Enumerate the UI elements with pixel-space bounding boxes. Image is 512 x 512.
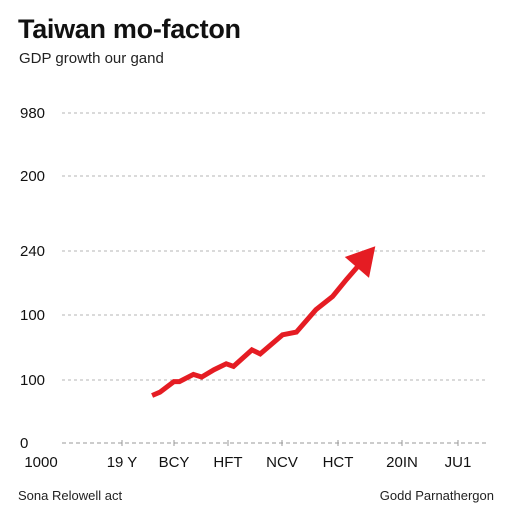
- x-tick-label: 20IN: [386, 454, 418, 471]
- series-layer: [151, 246, 376, 398]
- x-tick-label: HCT: [323, 454, 354, 471]
- series-line: [151, 255, 368, 398]
- x-tick-label: JU1: [445, 454, 472, 471]
- y-tick-label: 240: [20, 243, 45, 260]
- x-tick-label: 19 Y: [107, 454, 138, 471]
- x-tick-label: 1000: [24, 454, 57, 471]
- chart-title: Taiwan mo-facton: [18, 14, 241, 44]
- x-tick-label: HFT: [213, 454, 242, 471]
- y-axis-ticks: 0 100 100 240 200 980: [20, 105, 45, 452]
- y-tick-label: 980: [20, 105, 45, 122]
- y-tick-label: 100: [20, 307, 45, 324]
- y-tick-label: 100: [20, 372, 45, 389]
- chart-subtitle: GDP growth our gand: [19, 50, 164, 67]
- grid-lines: [62, 112, 486, 444]
- footer-left-text: Sona Relowell act: [18, 488, 123, 503]
- y-tick-label: 200: [20, 168, 45, 185]
- footer-right-text: Godd Parnathergon: [379, 488, 494, 503]
- x-axis-ticks: 1000 19 Y BCY HFT NCV HCT 20IN JU1: [24, 440, 471, 471]
- x-tick-label: NCV: [266, 454, 298, 471]
- x-tick-label: BCY: [159, 454, 190, 471]
- y-tick-label: 0: [20, 435, 28, 452]
- trend-arrow-head: [344, 246, 376, 278]
